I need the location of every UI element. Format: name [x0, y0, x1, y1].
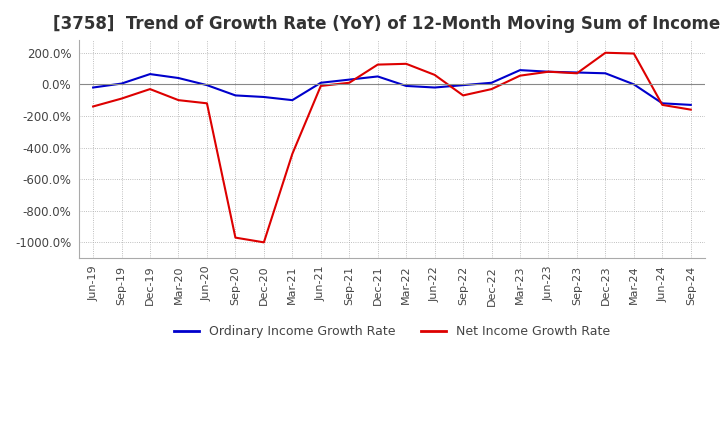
- Net Income Growth Rate: [89, 104, 97, 109]
- Ordinary Income Growth Rate: [117, 81, 126, 86]
- Net Income Growth Rate: [487, 86, 496, 92]
- Ordinary Income Growth Rate: [202, 83, 211, 88]
- Net Income Growth Rate: [117, 96, 126, 101]
- Net Income Growth Rate: [259, 240, 268, 245]
- Title: [3758]  Trend of Growth Rate (YoY) of 12-Month Moving Sum of Incomes: [3758] Trend of Growth Rate (YoY) of 12-…: [53, 15, 720, 33]
- Net Income Growth Rate: [174, 98, 183, 103]
- Net Income Growth Rate: [601, 50, 610, 55]
- Ordinary Income Growth Rate: [601, 71, 610, 76]
- Net Income Growth Rate: [629, 51, 638, 56]
- Net Income Growth Rate: [145, 86, 154, 92]
- Net Income Growth Rate: [288, 151, 297, 157]
- Ordinary Income Growth Rate: [572, 70, 581, 75]
- Net Income Growth Rate: [402, 61, 410, 66]
- Line: Ordinary Income Growth Rate: Ordinary Income Growth Rate: [93, 70, 690, 105]
- Net Income Growth Rate: [658, 102, 667, 107]
- Net Income Growth Rate: [202, 101, 211, 106]
- Ordinary Income Growth Rate: [629, 82, 638, 87]
- Ordinary Income Growth Rate: [231, 93, 240, 98]
- Ordinary Income Growth Rate: [402, 83, 410, 88]
- Net Income Growth Rate: [231, 235, 240, 240]
- Net Income Growth Rate: [516, 73, 524, 78]
- Net Income Growth Rate: [317, 83, 325, 88]
- Net Income Growth Rate: [686, 107, 695, 112]
- Ordinary Income Growth Rate: [487, 80, 496, 85]
- Net Income Growth Rate: [459, 93, 467, 98]
- Ordinary Income Growth Rate: [686, 102, 695, 107]
- Net Income Growth Rate: [572, 71, 581, 76]
- Ordinary Income Growth Rate: [374, 74, 382, 79]
- Ordinary Income Growth Rate: [145, 71, 154, 77]
- Ordinary Income Growth Rate: [259, 94, 268, 99]
- Ordinary Income Growth Rate: [89, 85, 97, 90]
- Ordinary Income Growth Rate: [431, 85, 439, 90]
- Ordinary Income Growth Rate: [288, 98, 297, 103]
- Ordinary Income Growth Rate: [317, 80, 325, 85]
- Ordinary Income Growth Rate: [174, 75, 183, 81]
- Ordinary Income Growth Rate: [658, 101, 667, 106]
- Ordinary Income Growth Rate: [544, 69, 553, 74]
- Net Income Growth Rate: [431, 72, 439, 77]
- Net Income Growth Rate: [345, 80, 354, 85]
- Ordinary Income Growth Rate: [516, 67, 524, 73]
- Ordinary Income Growth Rate: [459, 83, 467, 88]
- Ordinary Income Growth Rate: [345, 77, 354, 82]
- Line: Net Income Growth Rate: Net Income Growth Rate: [93, 53, 690, 242]
- Legend: Ordinary Income Growth Rate, Net Income Growth Rate: Ordinary Income Growth Rate, Net Income …: [169, 320, 615, 344]
- Net Income Growth Rate: [544, 69, 553, 74]
- Net Income Growth Rate: [374, 62, 382, 67]
